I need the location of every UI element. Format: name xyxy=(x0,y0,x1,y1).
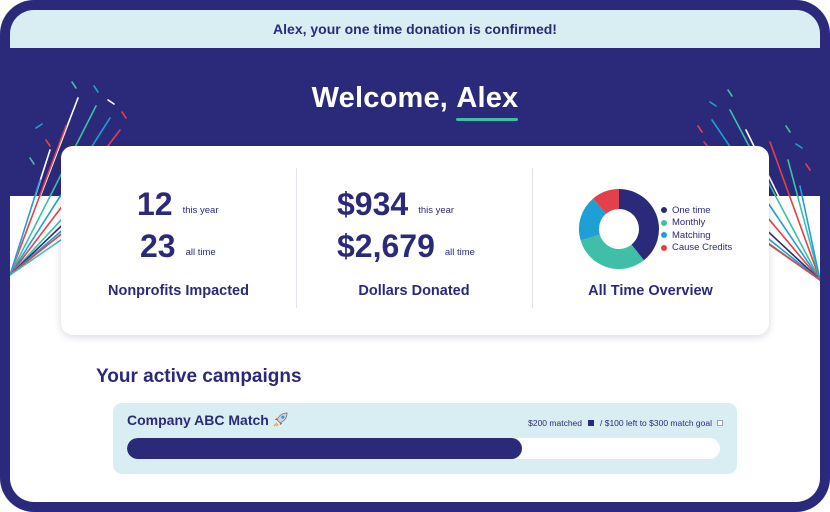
legend-dot xyxy=(661,232,667,239)
matched-amount: $200 matched xyxy=(528,418,582,428)
dollars-all-time-label: all time xyxy=(444,247,475,258)
nonprofits-all-time-label: all time xyxy=(185,247,216,258)
campaign-title: Company ABC Match xyxy=(127,412,288,430)
legend-label: One time xyxy=(672,204,711,216)
welcome-prefix: Welcome, xyxy=(311,82,449,114)
donut-segment-matching xyxy=(579,198,606,241)
matched-legend-square xyxy=(588,420,594,426)
nonprofits-this-year-label: this year xyxy=(182,205,219,216)
legend-dot xyxy=(661,244,667,251)
legend-item: Cause Credits xyxy=(661,242,732,255)
legend-dot xyxy=(661,207,667,214)
nonprofits-impacted-title: Nonprofits Impacted xyxy=(108,283,249,299)
remaining-legend-square xyxy=(717,420,723,426)
legend-item: Monthly xyxy=(661,217,732,230)
dollars-this-year-value: $934 xyxy=(337,186,409,222)
welcome-heading: Welcome, Alex xyxy=(10,82,820,121)
campaign-match-stats: $200 matched / $100 left to $300 match g… xyxy=(528,418,723,428)
page-container: Alex, your one time donation is confirme… xyxy=(10,10,820,502)
dollars-this-year-label: this year xyxy=(418,205,455,216)
campaign-progress-track xyxy=(127,438,720,459)
legend-label: Monthly xyxy=(672,217,706,229)
campaign-progress-fill xyxy=(127,438,523,459)
legend-dot xyxy=(661,219,667,226)
legend-item: One time xyxy=(661,204,732,217)
stats-card: 12 this year 23 all time Nonprofits Impa… xyxy=(61,146,769,335)
dollars-donated-panel: $934 this year $2,679 all time Dollars D… xyxy=(296,146,532,335)
donut-segment-one-time xyxy=(619,189,659,261)
legend-item: Matching xyxy=(661,229,732,242)
nonprofits-impacted-panel: 12 this year 23 all time Nonprofits Impa… xyxy=(61,146,296,335)
welcome-name: Alex xyxy=(456,82,519,121)
campaign-card[interactable]: Company ABC Match $200 matched / $100 le… xyxy=(113,403,737,474)
active-campaigns-heading: Your active campaigns xyxy=(96,366,302,387)
confirmation-text: Alex, your one time donation is confirme… xyxy=(273,21,557,37)
remaining-amount: / $100 left to $300 match goal xyxy=(600,418,712,428)
overview-legend: One time Monthly Matching Cause Credits xyxy=(661,204,732,254)
stats-divider xyxy=(532,168,533,308)
legend-label: Cause Credits xyxy=(672,242,733,254)
donut-segment-cause-credits xyxy=(593,189,619,214)
all-time-overview-title: All Time Overview xyxy=(588,283,713,299)
donut-segment-monthly xyxy=(580,234,644,269)
confirmation-banner: Alex, your one time donation is confirme… xyxy=(10,10,820,48)
stats-divider xyxy=(296,168,297,308)
legend-label: Matching xyxy=(672,229,711,241)
overview-donut-chart xyxy=(579,189,659,269)
all-time-overview-panel: One time Monthly Matching Cause Credits xyxy=(532,146,769,335)
rocket-icon xyxy=(273,412,288,430)
dollars-all-time-value: $2,679 xyxy=(337,228,435,264)
nonprofits-this-year-value: 12 xyxy=(137,186,173,222)
campaign-name: Company ABC Match xyxy=(127,412,269,428)
dollars-donated-title: Dollars Donated xyxy=(358,283,470,299)
nonprofits-all-time-value: 23 xyxy=(140,228,176,264)
